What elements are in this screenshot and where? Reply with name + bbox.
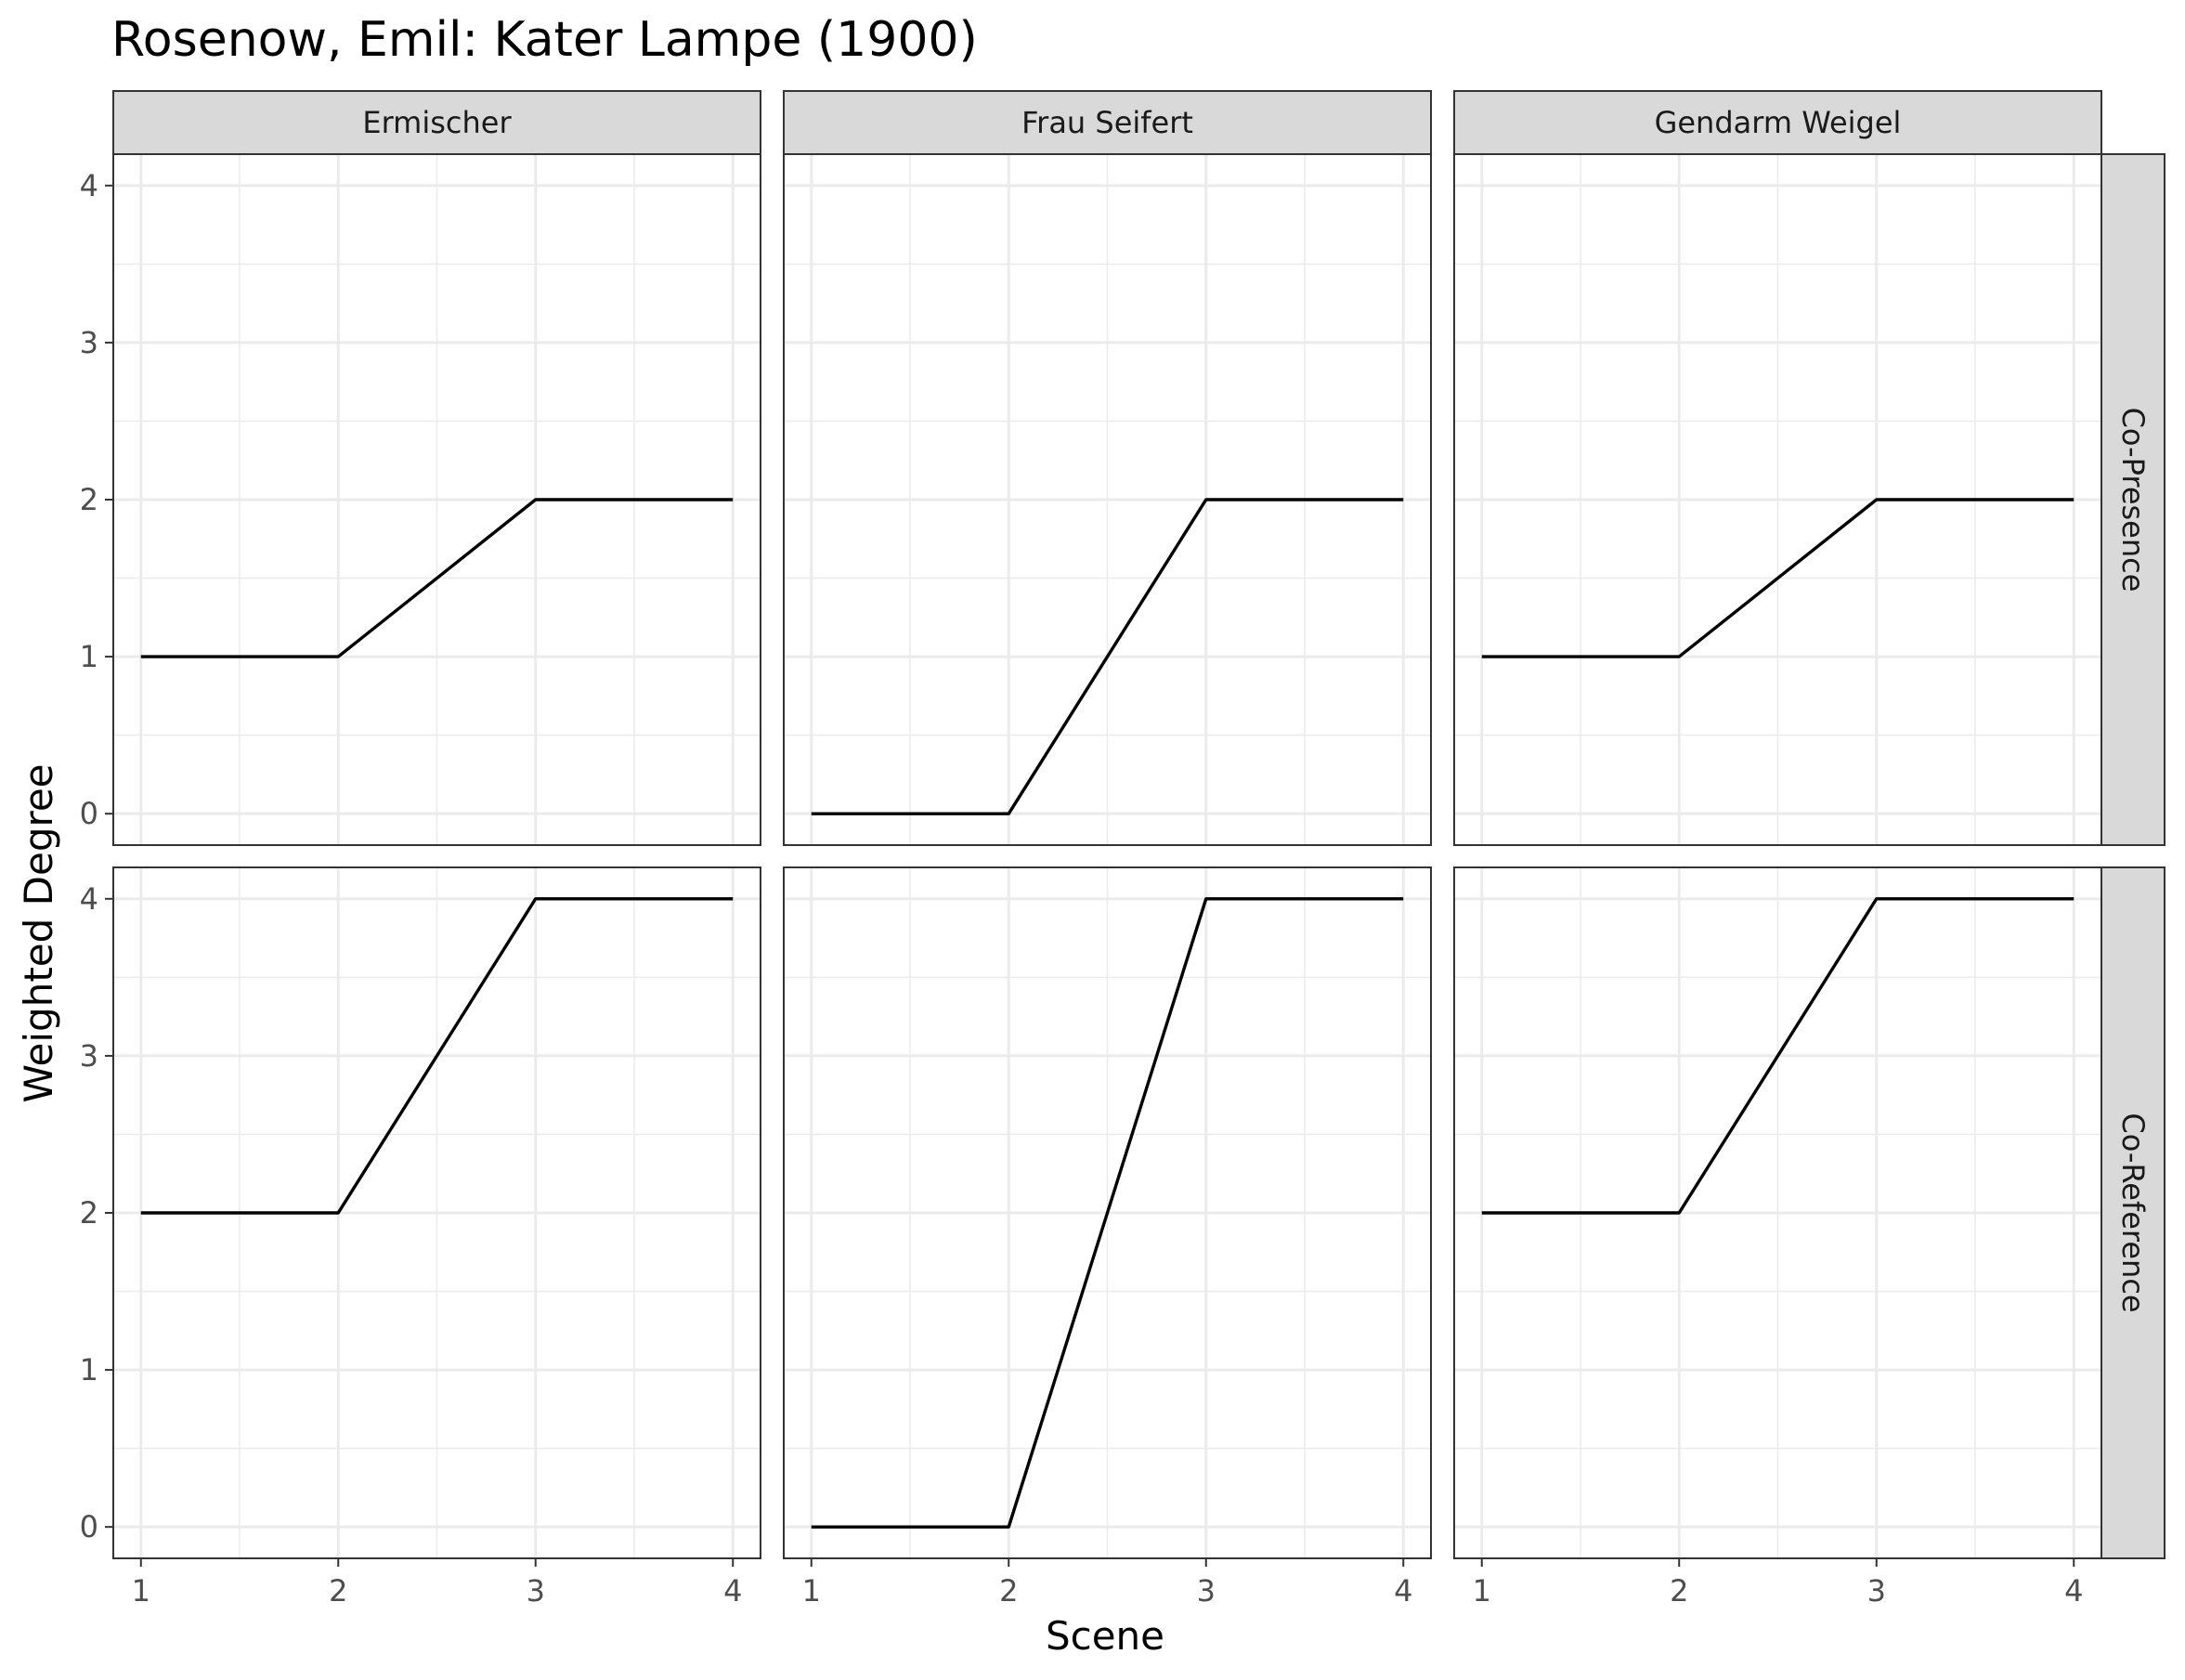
y-tick-label: 2	[80, 1195, 98, 1231]
y-tick-label: 4	[80, 168, 98, 203]
panel-border	[783, 866, 1432, 1559]
column-strip-background	[783, 90, 1432, 155]
x-tick-label: 4	[723, 1573, 742, 1608]
row-strip-background	[2100, 153, 2165, 846]
x-tick-label: 4	[2064, 1573, 2083, 1608]
series-line-frau-seifert-co-reference	[811, 897, 1404, 1529]
y-tick-label: 0	[80, 796, 98, 831]
x-tick-label: 2	[999, 1573, 1018, 1608]
chart-title: Rosenow, Emil: Kater Lampe (1900)	[111, 12, 978, 68]
column-strip-background	[112, 90, 761, 155]
row-strip-label: Co-Reference	[2115, 1113, 2151, 1312]
panel-frau-seifert-co-presence	[783, 153, 1432, 846]
row-strip-label: Co-Presence	[2115, 408, 2151, 593]
series-line-frau-seifert-co-presence	[811, 498, 1404, 815]
panel-frau-seifert-co-reference: 1 2 3 4	[783, 866, 1432, 1608]
column-strip-label: Ermischer	[362, 105, 512, 140]
y-tick-label: 3	[80, 1038, 98, 1074]
series-line-ermischer-co-presence	[140, 498, 734, 658]
column-strip-gendarm-weigel: Gendarm Weigel	[1453, 90, 2102, 155]
column-strip-label: Frau Seifert	[1021, 105, 1193, 140]
x-tick-label: 2	[1670, 1573, 1688, 1608]
y-tick-label: 2	[80, 482, 98, 517]
column-strip-background	[1453, 90, 2102, 155]
y-tick-label: 3	[80, 325, 98, 360]
y-tick-label: 4	[80, 881, 98, 917]
y-tick-label: 1	[80, 639, 98, 674]
x-tick-label: 3	[1867, 1573, 1886, 1608]
y-tick-label: 1	[80, 1352, 98, 1387]
x-axis-title: Scene	[1046, 1613, 1164, 1659]
row-strip-background	[2100, 866, 2165, 1559]
y-axis-title: Weighted Degree	[16, 763, 61, 1102]
series-line-gendarm-weigel-co-presence	[1481, 498, 2074, 658]
panel-gendarm-weigel-co-presence	[1453, 153, 2102, 846]
x-tick-label: 2	[329, 1573, 347, 1608]
column-strip-label: Gendarm Weigel	[1655, 105, 1902, 140]
row-strip-co-reference: Co-Reference	[2100, 866, 2165, 1559]
column-strip-frau-seifert: Frau Seifert	[783, 90, 1432, 155]
series-line-ermischer-co-reference	[140, 897, 734, 1215]
panel-gendarm-weigel-co-reference: 1 2 3 4	[1453, 866, 2102, 1608]
x-tick-label: 3	[527, 1573, 545, 1608]
x-tick-label: 1	[132, 1573, 150, 1608]
x-tick-label: 4	[1394, 1573, 1412, 1608]
row-strip-co-presence: Co-Presence	[2100, 153, 2165, 846]
series-line-gendarm-weigel-co-reference	[1481, 897, 2074, 1215]
x-tick-label: 1	[802, 1573, 821, 1608]
y-tick-label: 0	[80, 1509, 98, 1544]
column-strip-ermischer: Ermischer	[112, 90, 761, 155]
x-tick-label: 3	[1197, 1573, 1216, 1608]
panel-ermischer-co-presence: 0 1 2 3 4	[80, 153, 761, 846]
x-tick-label: 1	[1473, 1573, 1491, 1608]
